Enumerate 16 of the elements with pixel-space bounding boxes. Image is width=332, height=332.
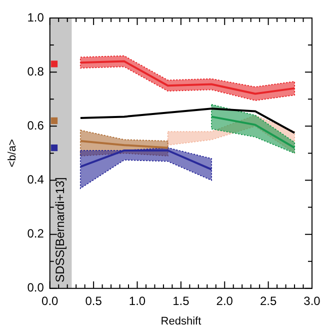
y-tick-label: 0.0 [27,280,44,295]
band-label: SDSS[Bernardi+13] [53,177,68,282]
y-axis-title: <b/a> [6,139,19,168]
y-tick-label: 0.2 [27,226,44,241]
y-tick-label: 0.6 [27,118,44,132]
x-tick-label: 1.0 [128,294,146,308]
x-tick-label: 0.5 [85,294,102,308]
x-tick-label: 1.5 [172,294,190,308]
y-tick-label: 0.8 [27,64,44,78]
x-tick-label: 3.0 [304,294,321,308]
y-tick-label: 1.0 [27,10,44,24]
y-tick-label: 0.4 [27,172,44,187]
x-axis-title: Redshift [160,315,202,328]
x-tick-label: 2.5 [260,294,277,308]
x-tick-label: 2.0 [216,294,234,308]
x-tick-label: 0.0 [42,294,59,308]
